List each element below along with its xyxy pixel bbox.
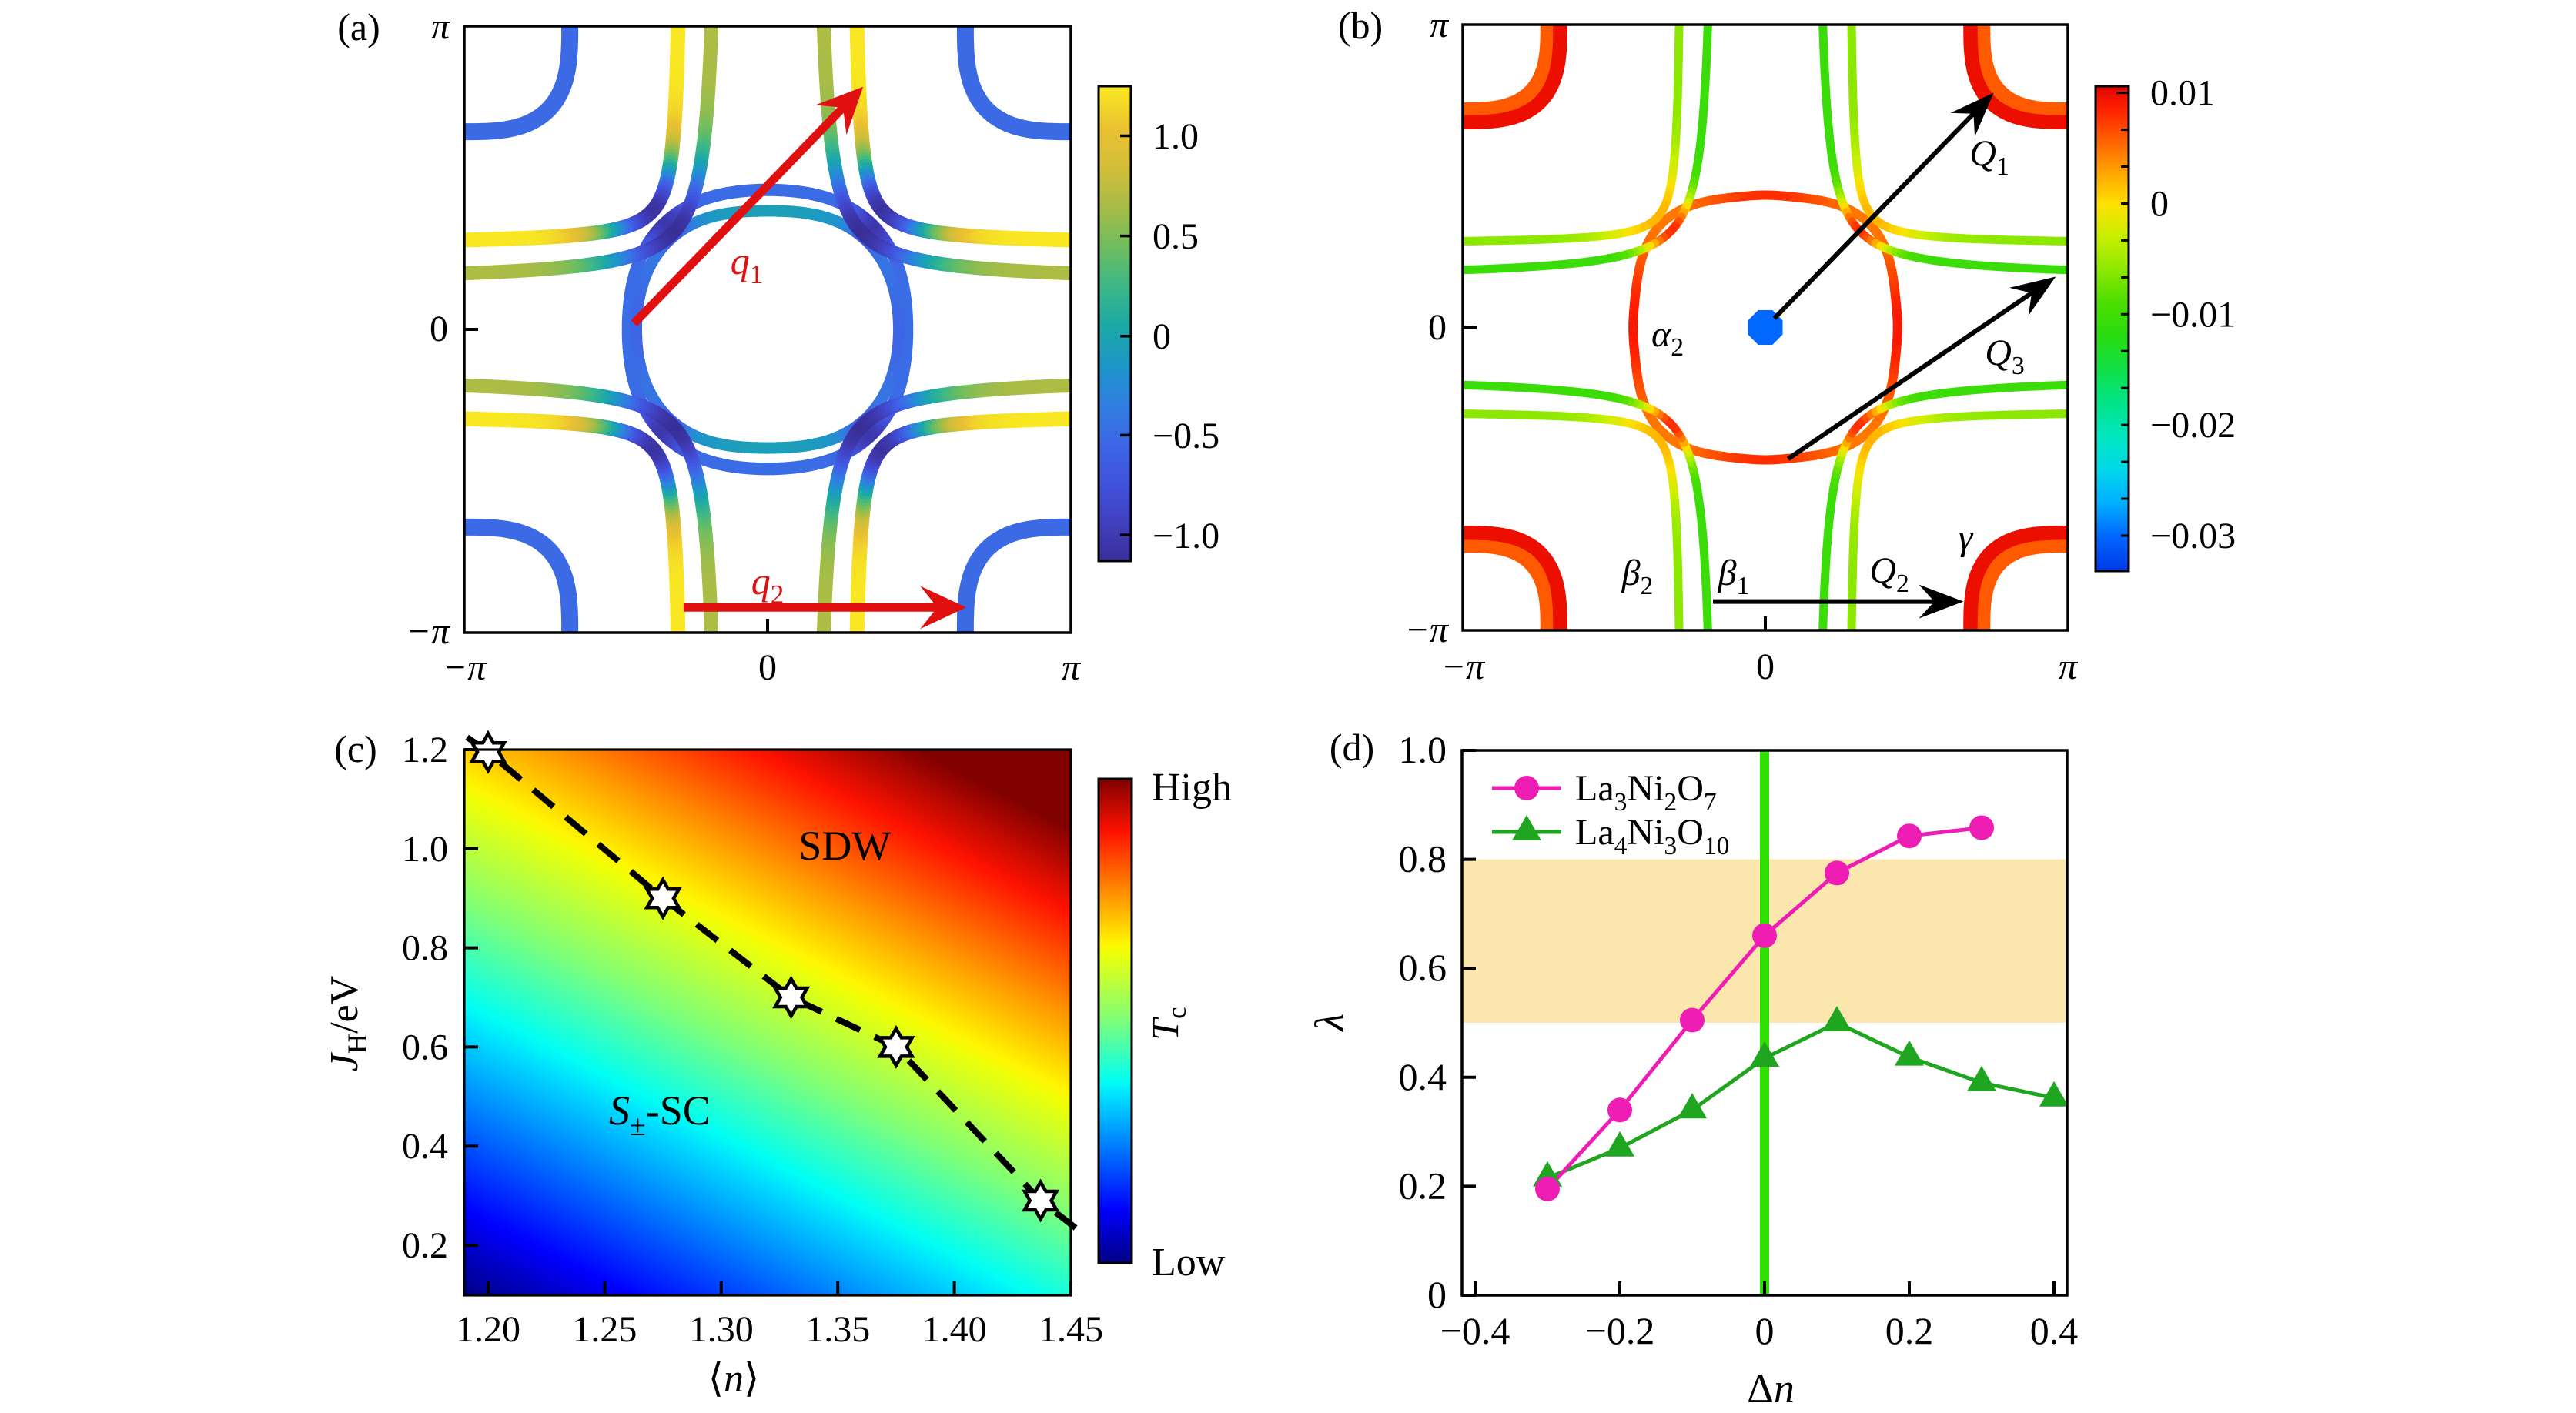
svg-text:0.4: 0.4 bbox=[402, 1126, 448, 1167]
svg-text:−1.0: −1.0 bbox=[1153, 516, 1219, 556]
svg-text:1.25: 1.25 bbox=[572, 1309, 637, 1350]
svg-text:π: π bbox=[1062, 647, 1082, 688]
svg-text:−0.03: −0.03 bbox=[2150, 516, 2236, 556]
svg-text:0.8: 0.8 bbox=[402, 928, 448, 969]
svg-text:(d): (d) bbox=[1330, 726, 1374, 769]
svg-text:0.8: 0.8 bbox=[1399, 837, 1447, 880]
svg-text:0.4: 0.4 bbox=[2030, 1309, 2079, 1352]
svg-text:1.20: 1.20 bbox=[456, 1309, 520, 1350]
svg-text:0: 0 bbox=[2150, 184, 2169, 225]
svg-text:−0.01: −0.01 bbox=[2150, 294, 2236, 335]
svg-text:q2: q2 bbox=[751, 560, 785, 610]
svg-text:1.45: 1.45 bbox=[1039, 1309, 1103, 1350]
svg-text:1.2: 1.2 bbox=[402, 730, 448, 770]
svg-text:Δn: Δn bbox=[1747, 1365, 1795, 1409]
svg-text:0.6: 0.6 bbox=[1399, 946, 1447, 989]
svg-text:(c): (c) bbox=[334, 727, 377, 770]
svg-text:0.2: 0.2 bbox=[1885, 1309, 1934, 1352]
svg-text:−π: −π bbox=[443, 647, 487, 688]
svg-text:1.0: 1.0 bbox=[402, 829, 448, 870]
svg-text:SDW: SDW bbox=[798, 823, 891, 869]
svg-text:β1: β1 bbox=[1718, 553, 1750, 600]
svg-text:1.0: 1.0 bbox=[1153, 116, 1199, 157]
svg-text:0: 0 bbox=[1756, 646, 1775, 687]
svg-text:0: 0 bbox=[1428, 307, 1447, 348]
svg-text:1.35: 1.35 bbox=[805, 1309, 870, 1350]
svg-text:JH/eV: JH/eV bbox=[323, 976, 373, 1071]
svg-text:1.0: 1.0 bbox=[1399, 728, 1447, 771]
svg-text:0.2: 0.2 bbox=[1399, 1164, 1447, 1207]
svg-text:High: High bbox=[1152, 766, 1232, 810]
svg-text:−π: −π bbox=[1405, 610, 1450, 650]
svg-text:q1: q1 bbox=[731, 239, 764, 289]
svg-text:0: 0 bbox=[758, 647, 777, 688]
svg-text:π: π bbox=[2059, 646, 2079, 687]
svg-text:γ: γ bbox=[1959, 517, 1974, 558]
svg-text:π: π bbox=[431, 6, 451, 47]
svg-text:(b): (b) bbox=[1338, 4, 1383, 47]
svg-text:Q2: Q2 bbox=[1869, 550, 1909, 598]
svg-text:β2: β2 bbox=[1621, 553, 1654, 600]
svg-text:La3Ni2O7: La3Ni2O7 bbox=[1575, 768, 1717, 817]
svg-text:0: 0 bbox=[1427, 1273, 1447, 1316]
svg-text:⟨n⟩: ⟨n⟩ bbox=[708, 1357, 760, 1401]
svg-text:−0.02: −0.02 bbox=[2150, 405, 2236, 446]
svg-text:0.2: 0.2 bbox=[402, 1225, 448, 1266]
svg-text:−0.5: −0.5 bbox=[1153, 416, 1219, 456]
svg-text:α2: α2 bbox=[1651, 314, 1684, 362]
svg-text:0.6: 0.6 bbox=[402, 1027, 448, 1067]
svg-text:Low: Low bbox=[1152, 1241, 1226, 1284]
svg-text:0: 0 bbox=[1755, 1309, 1775, 1352]
svg-text:1.40: 1.40 bbox=[922, 1309, 987, 1350]
svg-text:0.01: 0.01 bbox=[2150, 73, 2215, 114]
svg-text:(a): (a) bbox=[337, 5, 380, 48]
svg-text:π: π bbox=[1430, 5, 1450, 45]
svg-text:Q3: Q3 bbox=[1985, 332, 2024, 380]
svg-text:−π: −π bbox=[406, 611, 451, 652]
svg-text:−π: −π bbox=[1441, 646, 1486, 687]
svg-text:0.5: 0.5 bbox=[1153, 216, 1199, 257]
svg-text:λ: λ bbox=[1306, 1013, 1353, 1032]
svg-text:S±-SC: S±-SC bbox=[609, 1087, 711, 1142]
svg-text:−0.4: −0.4 bbox=[1440, 1309, 1510, 1352]
svg-text:0: 0 bbox=[430, 309, 448, 349]
svg-text:Q1: Q1 bbox=[1969, 133, 2009, 181]
svg-text:1.30: 1.30 bbox=[689, 1309, 754, 1350]
svg-text:0: 0 bbox=[1153, 316, 1171, 357]
svg-text:Tc: Tc bbox=[1143, 1007, 1192, 1040]
svg-text:−0.2: −0.2 bbox=[1585, 1309, 1655, 1352]
svg-text:0.4: 0.4 bbox=[1399, 1055, 1447, 1098]
